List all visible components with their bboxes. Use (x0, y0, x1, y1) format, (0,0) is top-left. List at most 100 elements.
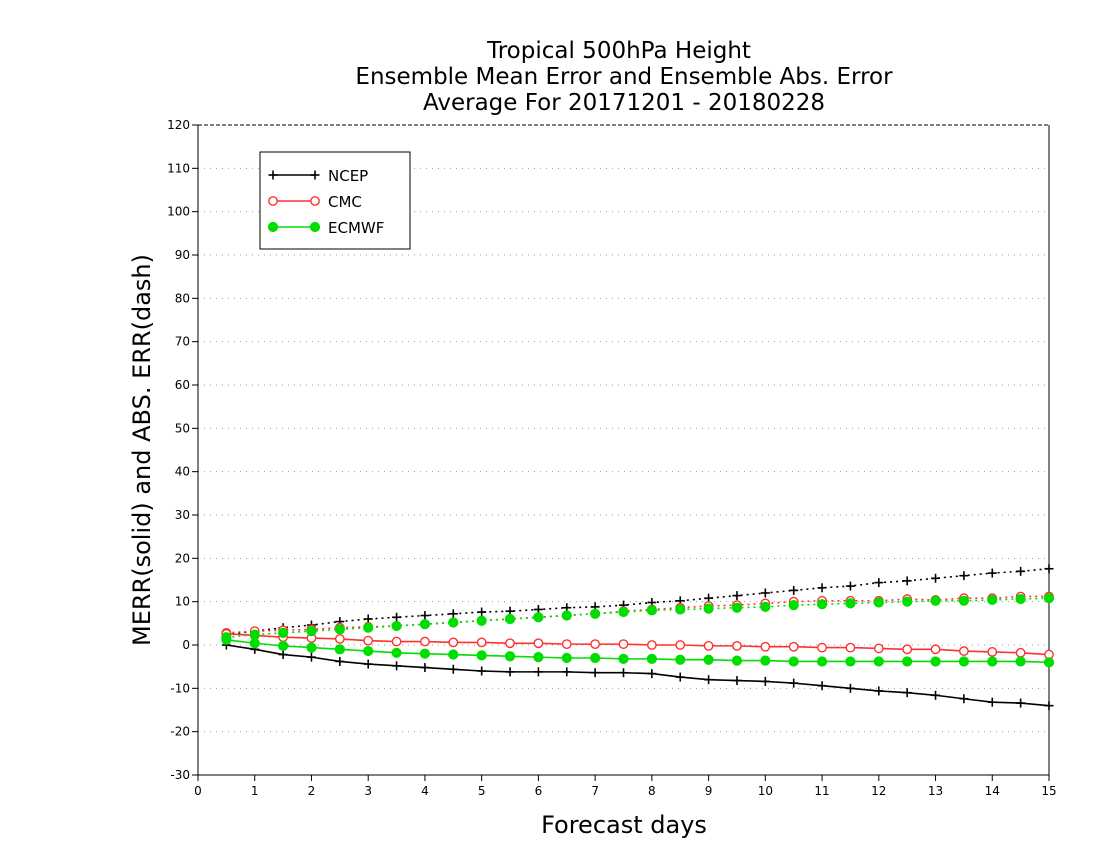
title-line-3: Average For 20171201 - 20180228 (423, 90, 825, 116)
merr-point (647, 669, 657, 679)
merr-point (646, 653, 657, 664)
merr-point (789, 678, 799, 688)
merr-point (590, 668, 600, 678)
chart-title: Tropical 500hPa Height Ensemble Mean Err… (355, 38, 893, 116)
merr-point (504, 651, 516, 662)
abs-err-point (278, 627, 289, 638)
x-tick-label: 10 (758, 784, 773, 798)
legend-marker (268, 170, 278, 180)
merr-line-cmc (226, 632, 1050, 656)
abs-err-point (987, 568, 997, 578)
x-tick-label: 14 (985, 784, 1000, 798)
merr-point (448, 664, 458, 674)
legend: NCEP CMC ECMWF (259, 151, 411, 250)
merr-line-ncep (226, 644, 1050, 707)
abs-err-point (391, 620, 402, 632)
merr-point (391, 647, 402, 658)
merr-point (278, 640, 289, 651)
legend-marker (309, 221, 321, 233)
merr-point (533, 652, 544, 663)
y-tick-label: 60 (175, 378, 190, 392)
legend-item-cmc: CMC (268, 193, 362, 211)
merr-point (816, 656, 828, 667)
merr-point (675, 640, 686, 650)
x-tick-label: 11 (814, 784, 829, 798)
abs-err-point (334, 624, 345, 635)
series-ecmwf (221, 593, 1055, 668)
y-tick-label: 120 (167, 118, 190, 132)
x-tick-label: 12 (871, 784, 886, 798)
merr-point (561, 639, 572, 650)
merr-point (562, 667, 572, 677)
merr-point (817, 642, 827, 653)
merr-point (987, 656, 998, 667)
abs-err-line-ncep (226, 567, 1050, 636)
merr-point (618, 653, 629, 664)
x-tick-label: 8 (648, 784, 656, 798)
y-tick-label: 30 (175, 508, 190, 522)
abs-err-point (363, 622, 374, 633)
merr-point (902, 656, 913, 667)
merr-point (477, 666, 487, 676)
merr-point (476, 650, 487, 661)
legend-item-ecmwf: ECMWF (267, 219, 384, 237)
merr-point (845, 683, 855, 693)
abs-err-point (476, 615, 487, 626)
abs-err-point (477, 607, 487, 617)
x-tick-label: 4 (421, 784, 429, 798)
merr-point (618, 639, 629, 650)
merr-point (476, 637, 487, 648)
merr-point (533, 638, 544, 649)
merr-point (902, 644, 913, 655)
merr-point (845, 642, 856, 653)
abs-err-point (731, 602, 743, 613)
merr-point (760, 676, 770, 686)
abs-err-point (987, 594, 998, 606)
merr-point (533, 667, 543, 677)
legend-label: CMC (328, 193, 362, 211)
legend-marker (268, 196, 278, 206)
legend-marker (267, 221, 279, 233)
abs-err-point (817, 583, 827, 593)
abs-err-point (873, 597, 884, 608)
legend-label: ECMWF (328, 219, 384, 237)
x-tick-label: 9 (705, 784, 713, 798)
merr-point (788, 656, 799, 667)
merr-point (703, 640, 714, 651)
merr-point (817, 681, 827, 691)
merr-point (420, 663, 430, 673)
legend-marker (310, 196, 320, 206)
series-ncep (221, 564, 1054, 711)
abs-err-point (958, 595, 970, 606)
merr-point (590, 652, 601, 664)
abs-err-point (1015, 593, 1026, 605)
abs-err-point (902, 576, 912, 586)
abs-err-point (930, 595, 941, 606)
y-axis-label: MERR(solid) and ABS. ERR(dash) (128, 254, 156, 646)
y-tick-label: 70 (175, 335, 190, 349)
merr-point (931, 690, 941, 700)
abs-err-point (675, 604, 686, 615)
legend-marker (310, 170, 320, 180)
merr-point (760, 655, 771, 666)
merr-point (306, 642, 317, 653)
abs-err-point (306, 626, 317, 637)
merr-point (958, 656, 970, 667)
merr-point (505, 667, 515, 677)
y-tick-label: 0 (182, 638, 190, 652)
merr-point (561, 652, 572, 664)
x-axis-label: Forecast days (541, 811, 707, 839)
title-line-1: Tropical 500hPa Height (486, 38, 751, 64)
merr-point (845, 656, 856, 667)
y-tick-label: 100 (167, 205, 190, 219)
merr-point (278, 650, 288, 660)
merr-point (874, 686, 884, 696)
abs-err-point (845, 581, 855, 591)
merr-point (873, 643, 884, 654)
merr-point (902, 688, 912, 698)
x-tick-label: 1 (251, 784, 259, 798)
y-tick-label: 10 (175, 595, 190, 609)
abs-err-point (760, 601, 771, 612)
abs-err-point (618, 606, 629, 618)
abs-err-point (902, 596, 913, 607)
